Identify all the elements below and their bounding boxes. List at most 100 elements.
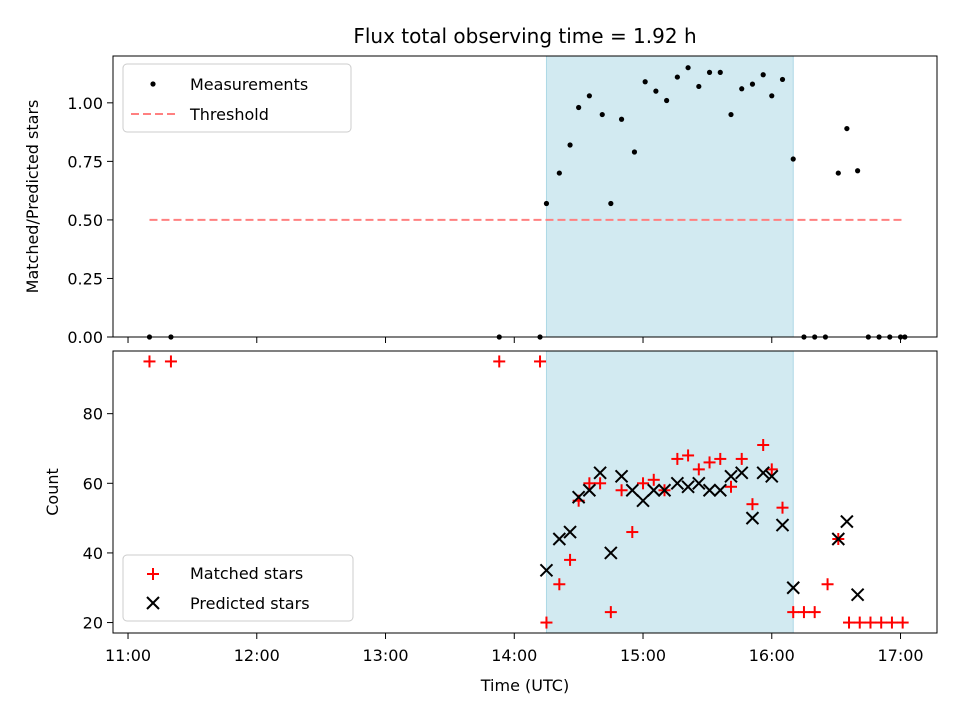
measurement-point — [543, 200, 550, 207]
x-b — [552, 532, 567, 546]
y-tick-label: 40 — [83, 544, 103, 563]
predicted-star-point — [786, 581, 800, 595]
top-y-axis-label: Matched/Predicted stars — [23, 100, 42, 294]
matched-star-point — [787, 606, 800, 619]
matched-star-point — [682, 449, 695, 462]
matched-star-point — [594, 477, 607, 490]
x-tick-label: 13:00 — [362, 646, 408, 665]
legend-matched-marker — [147, 568, 159, 580]
matched-star-point — [143, 355, 156, 368]
matched-star-point — [896, 616, 909, 629]
bottom-y-axis: 20 40 60 80 — [83, 405, 113, 633]
legend-predicted-marker — [146, 596, 160, 610]
matched-star-point — [821, 578, 834, 591]
legend-predicted-label: Predicted stars — [190, 594, 310, 613]
measurement-point — [696, 83, 702, 90]
top-axes-frame — [112, 55, 938, 338]
measurement-point — [642, 79, 648, 85]
measurement-point — [618, 116, 625, 122]
matched-star-point — [553, 578, 566, 591]
measurement-point — [685, 65, 691, 71]
x-b — [647, 483, 661, 497]
x-tick-label: 16:00 — [749, 646, 795, 665]
bottom-x-axis: 11:00 12:00 13:00 14:00 15:00 16:00 17:00 — [105, 633, 924, 665]
matched-star-point — [583, 477, 596, 490]
top-x-axis — [127, 337, 902, 343]
measurement-point — [576, 104, 582, 111]
x-b — [604, 546, 618, 560]
measurement-point — [728, 111, 734, 118]
y-tick-label: 0.00 — [67, 328, 103, 347]
matched-star-point — [615, 484, 628, 497]
matched-star-point — [692, 463, 705, 476]
x-tick-label: 14:00 — [491, 646, 537, 665]
top-panel: 0.00 0.25 0.50 0.75 1.00 Matched/Predicted s… — [23, 55, 938, 347]
x-b — [625, 483, 639, 497]
x-b — [636, 493, 650, 508]
matched-star-point — [637, 477, 650, 490]
x-b — [756, 466, 770, 480]
measurement-point — [567, 142, 573, 148]
measurement-point — [760, 72, 766, 78]
predicted-star-point — [724, 469, 738, 484]
y-tick-label: 80 — [83, 405, 103, 424]
matched-star-point — [540, 616, 553, 629]
predicted-star-point — [571, 490, 586, 504]
predicted-star-point — [636, 493, 650, 508]
predicted-star-point — [745, 511, 760, 525]
matched-star-point — [843, 616, 856, 629]
x-b — [831, 532, 845, 546]
predicted-star-point — [552, 532, 567, 546]
x-b — [539, 563, 554, 578]
predicted-star-point — [775, 518, 790, 532]
x-b — [670, 476, 685, 491]
predicted-star-point — [539, 563, 554, 578]
matched-star-point — [493, 355, 506, 368]
top-legend: Measurements Threshold — [122, 63, 352, 133]
legend-measurements-marker — [150, 81, 156, 87]
top-y-axis: 0.00 0.25 0.50 0.75 1.00 — [67, 94, 113, 347]
matched-star-point — [735, 452, 748, 465]
x-axis-label: Time (UTC) — [480, 676, 569, 695]
predicted-star-point — [657, 483, 672, 497]
top-legend-box — [122, 63, 352, 133]
bottom-series-layer — [143, 355, 909, 629]
matched-star-point — [647, 473, 660, 486]
matched-star-point — [757, 439, 770, 451]
x-b — [593, 466, 607, 480]
matched-star-point — [714, 452, 727, 465]
predicted-star-point — [756, 466, 770, 480]
matched-star-point — [703, 456, 716, 469]
matched-star-point — [797, 606, 810, 619]
x-b — [745, 511, 760, 525]
predicted-star-point — [840, 514, 854, 529]
measurement-point — [586, 93, 592, 99]
x-b — [702, 483, 717, 497]
measurement-point — [599, 111, 605, 118]
matched-star-point — [164, 355, 177, 368]
predicted-star-point — [713, 483, 727, 497]
chart-title: Flux total observing time = 1.92 h — [353, 24, 696, 48]
predicted-star-point — [582, 483, 597, 497]
measurement-point — [749, 81, 756, 87]
predicted-star-point — [604, 546, 618, 560]
measurement-point — [717, 69, 723, 75]
measurement-point — [653, 88, 659, 94]
predicted-star-point — [593, 466, 607, 480]
matched-star-point — [626, 526, 639, 539]
predicted-star-point — [765, 469, 779, 484]
matched-star-point — [725, 480, 737, 493]
bottom-y-axis-label: Count — [43, 468, 62, 516]
matched-star-point — [671, 452, 684, 465]
matched-star-point — [534, 355, 547, 368]
legend-measurements-label: Measurements — [190, 75, 308, 94]
bottom-axes-frame — [112, 350, 938, 634]
measurement-point — [769, 93, 775, 99]
predicted-star-point — [831, 532, 845, 546]
measurement-point — [631, 149, 638, 155]
x-b — [614, 469, 629, 484]
matched-star-point — [746, 498, 759, 511]
y-tick-label: 0.75 — [67, 152, 103, 171]
